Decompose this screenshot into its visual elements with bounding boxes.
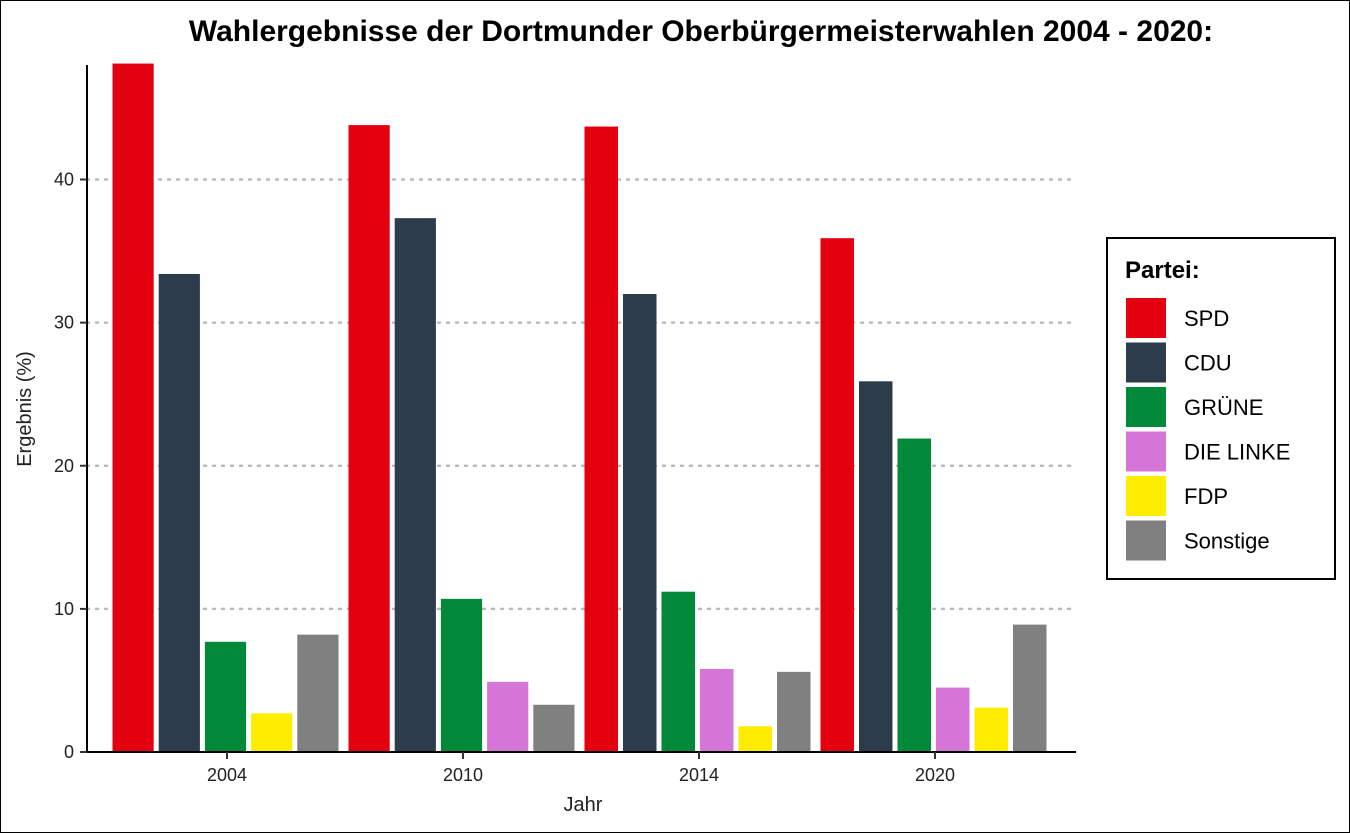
- bar-die-linke-2010: [487, 681, 529, 752]
- bar-spd-2004: [112, 63, 154, 753]
- legend-swatch-sonstige: [1126, 520, 1166, 561]
- y-tick-label: 10: [54, 599, 74, 619]
- bar-grüne-2004: [204, 641, 247, 752]
- x-tick-label: 2010: [443, 765, 483, 785]
- y-tick-label: 20: [54, 456, 74, 476]
- legend-title: Partei:: [1125, 257, 1200, 284]
- bar-grüne-2010: [440, 598, 483, 752]
- bar-fdp-2004: [251, 713, 293, 752]
- legend-label: DIE LINKE: [1184, 440, 1290, 465]
- bar-fdp-2020: [974, 707, 1008, 752]
- legend-swatch-spd: [1126, 298, 1166, 338]
- legend-label: FDP: [1184, 484, 1228, 509]
- y-axis-label: Ergebnis (%): [14, 351, 36, 467]
- x-tick-label: 2014: [679, 765, 719, 785]
- bar-cdu-2010: [394, 218, 436, 753]
- bar-spd-2010: [348, 125, 390, 753]
- bar-sonstige-2020: [1013, 624, 1047, 752]
- bar-cdu-2004: [158, 273, 200, 752]
- legend-items: SPD CDU GRÜNE DIE LINKE FDP Sonstige: [1126, 298, 1290, 561]
- legend-swatch-die-linke: [1126, 431, 1166, 472]
- bar-spd-2020: [820, 238, 854, 752]
- chart-title: Wahlergebnisse der Dortmunder Oberbürger…: [189, 15, 1213, 48]
- gridlines: [85, 178, 1078, 611]
- bar-sonstige-2010: [533, 704, 575, 752]
- bar-fdp-2014: [738, 726, 772, 752]
- legend: Partei: SPD CDU GRÜNE DIE LINKE FDP Sonstige: [1106, 237, 1336, 580]
- legend-swatch-cdu: [1126, 342, 1166, 383]
- bar-cdu-2020: [859, 381, 893, 752]
- y-tick-label: 0: [64, 742, 74, 762]
- bar-die-linke-2020: [936, 687, 970, 752]
- y-ticks: 0 10 20 30 40: [54, 170, 87, 762]
- bar-grüne-2014: [661, 591, 695, 752]
- legend-label: CDU: [1184, 351, 1232, 376]
- x-tick-label: 2004: [207, 765, 247, 785]
- legend-label: GRÜNE: [1184, 395, 1263, 420]
- bar-sonstige-2004: [297, 634, 339, 752]
- x-ticks: 2004 2010 2014 2020: [207, 752, 955, 785]
- y-tick-label: 40: [54, 170, 74, 190]
- legend-swatch-grüne: [1126, 387, 1166, 427]
- legend-swatch-fdp: [1126, 476, 1166, 516]
- x-tick-label: 2020: [915, 765, 955, 785]
- bars: [112, 63, 1047, 753]
- bar-cdu-2014: [623, 294, 657, 752]
- x-axis-label: Jahr: [564, 794, 603, 816]
- bar-grüne-2020: [897, 438, 931, 752]
- bar-sonstige-2014: [777, 671, 811, 752]
- y-tick-label: 30: [54, 313, 74, 333]
- legend-label: Sonstige: [1184, 529, 1270, 554]
- bar-die-linke-2014: [700, 668, 734, 752]
- bar-spd-2014: [584, 126, 618, 752]
- legend-label: SPD: [1184, 306, 1229, 331]
